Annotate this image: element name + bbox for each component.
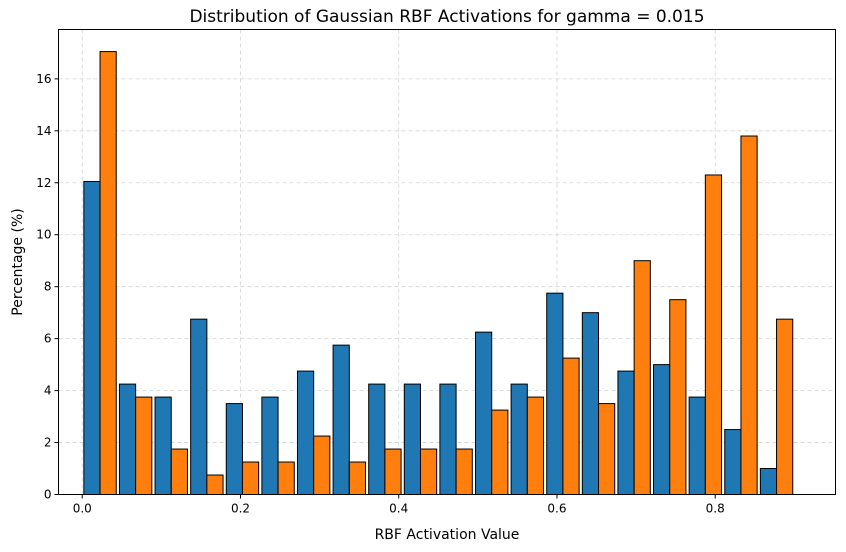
bar-series-2-bin-11 xyxy=(455,448,473,495)
x-tick-label: 0.6 xyxy=(547,502,566,516)
bar-series-1-bin-9 xyxy=(368,383,386,495)
x-tick-label: 0.2 xyxy=(231,502,250,516)
bars xyxy=(83,51,794,496)
bar-series-2-bin-14 xyxy=(562,357,580,495)
bar-series-1-bin-10 xyxy=(403,383,421,495)
bar-series-1-bin-1 xyxy=(83,180,101,495)
x-tick-label: 0.0 xyxy=(73,502,92,516)
x-axis-ticks: 0.0 0.2 0.4 0.6 0.8 xyxy=(73,494,725,516)
bar-series-2-bin-10 xyxy=(419,448,438,495)
bar-series-2-bin-2 xyxy=(135,396,153,495)
bar-series-2-bin-9 xyxy=(384,448,402,495)
bar-series-2-bin-3 xyxy=(170,448,188,495)
bar-series-2-bin-16 xyxy=(633,260,651,495)
bar-series-2-bin-18 xyxy=(704,174,723,495)
y-axis-ticks: 0 2 4 6 8 10 12 14 16 xyxy=(36,72,59,502)
bar-series-2-bin-4 xyxy=(206,474,224,495)
plot-frame xyxy=(58,29,836,495)
chart-title: Distribution of Gaussian RBF Activations… xyxy=(189,7,704,27)
y-tick-label: 4 xyxy=(44,384,52,398)
y-tick-label: 2 xyxy=(44,436,52,450)
bar-series-1-bin-17 xyxy=(653,364,671,495)
bar-series-1-bin-2 xyxy=(118,383,137,495)
bar-series-1-bin-3 xyxy=(154,396,172,495)
y-tick-label: 6 xyxy=(44,332,52,346)
bar-series-2-bin-20 xyxy=(776,318,794,496)
y-tick-label: 12 xyxy=(36,176,51,190)
bar-series-1-bin-19 xyxy=(724,429,742,496)
y-tick-label: 0 xyxy=(44,488,52,502)
bar-series-1-bin-13 xyxy=(510,383,528,495)
bar-series-1-bin-12 xyxy=(475,331,493,496)
bar-series-1-bin-5 xyxy=(225,403,243,496)
bar-series-2-bin-1 xyxy=(99,51,117,496)
y-tick-label: 16 xyxy=(36,72,51,86)
bar-series-2-bin-5 xyxy=(241,461,260,495)
x-tick-label: 0.8 xyxy=(706,502,725,516)
x-tick-label: 0.4 xyxy=(389,502,408,516)
bar-series-1-bin-8 xyxy=(332,344,350,495)
bar-series-2-bin-15 xyxy=(598,403,616,496)
bar-series-2-bin-13 xyxy=(526,396,545,495)
bar-series-2-bin-17 xyxy=(669,299,687,495)
y-tick-label: 14 xyxy=(36,124,51,138)
bar-series-2-bin-7 xyxy=(313,435,331,496)
bar-series-2-bin-12 xyxy=(491,409,509,496)
y-axis-label: Percentage (%) xyxy=(10,208,26,315)
bar-series-1-bin-16 xyxy=(617,370,635,495)
bar-series-1-bin-4 xyxy=(190,318,208,496)
bar-series-1-bin-15 xyxy=(581,312,600,496)
y-tick-label: 10 xyxy=(36,228,51,242)
y-tick-label: 8 xyxy=(44,280,52,294)
bar-series-1-bin-20 xyxy=(759,468,778,495)
bar-series-1-bin-18 xyxy=(688,396,706,495)
bar-series-1-bin-6 xyxy=(261,396,279,495)
bar-series-1-bin-11 xyxy=(439,383,457,495)
bar-series-2-bin-8 xyxy=(348,461,366,495)
bar-series-1-bin-7 xyxy=(296,370,315,495)
bar-series-1-bin-14 xyxy=(546,292,564,495)
bar-series-2-bin-19 xyxy=(740,135,758,495)
bar-series-2-bin-6 xyxy=(277,461,295,495)
x-axis-label: RBF Activation Value xyxy=(375,527,520,543)
